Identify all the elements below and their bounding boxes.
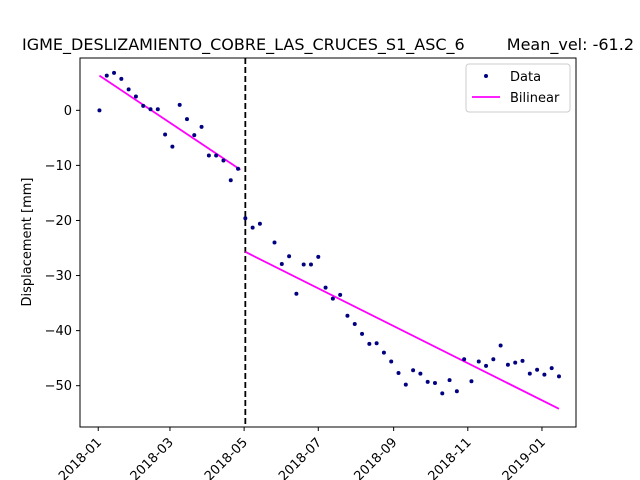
x-tick-label: 2018-01 [56, 435, 105, 480]
data-point [155, 107, 160, 112]
data-point [148, 107, 153, 112]
data-point [97, 108, 102, 113]
data-point [170, 144, 175, 149]
data-point [535, 367, 540, 372]
data-point [330, 296, 335, 301]
data-point [527, 371, 532, 376]
data-point [338, 292, 343, 297]
y-axis-label: Displacement [mm] [20, 178, 35, 307]
data-point [367, 341, 372, 346]
data-point [119, 76, 124, 81]
x-tick-label: 2018-09 [351, 435, 400, 480]
data-point [345, 313, 350, 318]
data-point [214, 153, 219, 158]
data-point [308, 262, 313, 267]
data-point [374, 341, 379, 346]
data-point [389, 359, 394, 364]
data-point [432, 380, 437, 385]
bilinear-segment [244, 251, 560, 410]
data-point [381, 350, 386, 355]
data-point [396, 371, 401, 376]
data-point [272, 240, 277, 245]
data-point [491, 357, 496, 362]
x-tick-label: 2019-01 [500, 435, 549, 480]
y-tick-label: −30 [45, 269, 72, 284]
data-point [476, 359, 481, 364]
bilinear-fit [98, 74, 560, 410]
x-tick-label: 2018-03 [128, 435, 177, 480]
data-point [352, 322, 357, 327]
data-point [505, 362, 510, 367]
plot-frame [79, 57, 577, 428]
data-point [498, 343, 503, 348]
data-point [104, 73, 109, 78]
data-point [133, 94, 138, 99]
data-point [199, 124, 204, 129]
data-point [556, 374, 561, 379]
data-point [250, 225, 255, 230]
data-point [236, 166, 241, 171]
x-tick-label: 2018-07 [276, 435, 325, 480]
chart-title: IGME_DESLIZAMIENTO_COBRE_LAS_CRUCES_S1_A… [22, 35, 465, 55]
data-point [440, 391, 445, 396]
data-point [513, 360, 518, 365]
data-point [520, 358, 525, 363]
legend-data-label: Data [510, 70, 541, 85]
data-point [301, 262, 306, 267]
data-point [360, 331, 365, 336]
legend-bilinear-label: Bilinear [510, 91, 560, 106]
legend: Data Bilinear [465, 63, 571, 113]
legend-box [465, 63, 571, 113]
data-point [206, 153, 211, 158]
x-axis: 2018-01 2018-03 2018-05 2018-07 2018-09 2018-… [56, 427, 549, 480]
y-tick-label: 0 [64, 104, 72, 119]
y-axis: 0 −10 −20 −30 −40 −50 [45, 104, 80, 394]
legend-data-marker [484, 74, 488, 78]
data-point [484, 363, 489, 368]
data-point [257, 221, 262, 226]
x-tick-label: 2018-05 [202, 435, 251, 480]
data-point [411, 368, 416, 373]
data-point [279, 261, 284, 266]
mean-velocity-label: Mean_vel: -61.2 [507, 35, 634, 55]
data-point [126, 87, 131, 92]
data-point [163, 132, 168, 137]
data-points [97, 70, 561, 396]
bilinear-segment [98, 74, 241, 171]
y-tick-label: −20 [45, 214, 72, 229]
y-tick-label: −10 [45, 159, 72, 174]
data-point [294, 291, 299, 296]
data-point [425, 379, 430, 384]
data-point [462, 357, 467, 362]
data-point [316, 254, 321, 259]
data-point [184, 117, 189, 122]
data-point [243, 216, 248, 221]
x-tick-label: 2018-11 [426, 435, 475, 480]
data-point [287, 254, 292, 259]
data-point [177, 102, 182, 107]
data-point [418, 371, 423, 376]
y-tick-label: −50 [45, 379, 72, 394]
data-point [323, 285, 328, 290]
data-point [454, 389, 459, 394]
data-point [469, 379, 474, 384]
data-point [221, 158, 226, 163]
data-point [542, 372, 547, 377]
data-point [447, 378, 452, 383]
data-point [403, 382, 408, 387]
data-point [228, 178, 233, 183]
data-point [141, 103, 146, 108]
y-tick-label: −40 [45, 324, 72, 339]
data-point [112, 70, 117, 75]
data-point [549, 366, 554, 371]
data-point [192, 133, 197, 138]
